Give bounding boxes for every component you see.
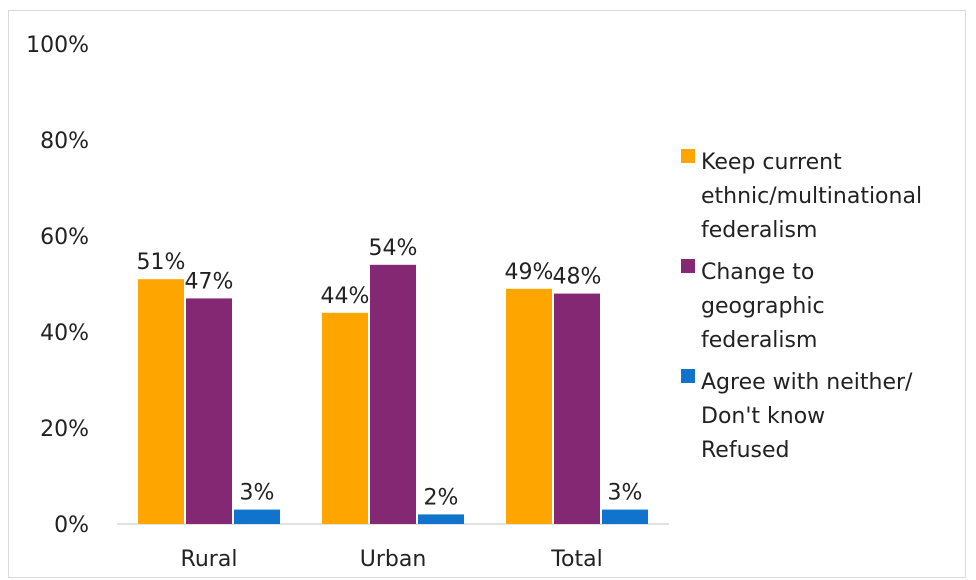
legend-swatch <box>681 149 695 163</box>
data-label: 44% <box>321 284 370 309</box>
data-label: 51% <box>137 250 186 275</box>
data-label: 54% <box>369 236 418 261</box>
bar <box>186 298 232 524</box>
legend-label: Refused <box>701 438 789 463</box>
y-tick-label: 80% <box>40 129 89 154</box>
y-tick-label: 0% <box>54 513 89 538</box>
data-label: 3% <box>240 481 275 506</box>
bar <box>602 509 648 524</box>
legend-label: federalism <box>701 218 817 243</box>
data-label: 48% <box>553 265 602 290</box>
legend: Keep current ethnic/multinational federali… <box>681 149 922 463</box>
bars-group: 51%47% 3% 44% 54% 2% 49% 48% 3% <box>137 236 648 524</box>
bar <box>234 509 280 524</box>
y-axis: 0% 20% 40% 60% 80% 100% <box>26 33 89 538</box>
bar <box>322 312 368 524</box>
bar <box>418 514 464 524</box>
data-label: 47% <box>185 269 234 294</box>
legend-label: Don't know <box>701 404 825 429</box>
y-tick-label: 20% <box>40 417 89 442</box>
legend-label: Agree with neither/ <box>701 370 913 395</box>
x-tick-label: Rural <box>181 547 238 572</box>
chart-frame <box>8 10 966 578</box>
bar <box>370 264 416 524</box>
data-label: 3% <box>608 481 643 506</box>
legend-swatch <box>681 259 695 273</box>
legend-label: ethnic/multinational <box>701 184 922 209</box>
data-label: 2% <box>424 485 459 510</box>
legend-label: Keep current <box>701 150 842 175</box>
bar <box>138 279 184 524</box>
legend-label: federalism <box>701 328 817 353</box>
legend-swatch <box>681 369 695 383</box>
bar <box>554 293 600 524</box>
x-axis: Rural Urban Total <box>181 547 603 572</box>
x-tick-label: Total <box>550 547 602 572</box>
data-label: 49% <box>505 260 554 285</box>
bar <box>506 288 552 524</box>
y-tick-label: 40% <box>40 321 89 346</box>
y-tick-label: 60% <box>40 225 89 250</box>
x-tick-label: Urban <box>360 547 427 572</box>
y-tick-label: 100% <box>26 33 89 58</box>
legend-label: Change to <box>701 260 814 285</box>
legend-label: geographic <box>701 294 825 319</box>
